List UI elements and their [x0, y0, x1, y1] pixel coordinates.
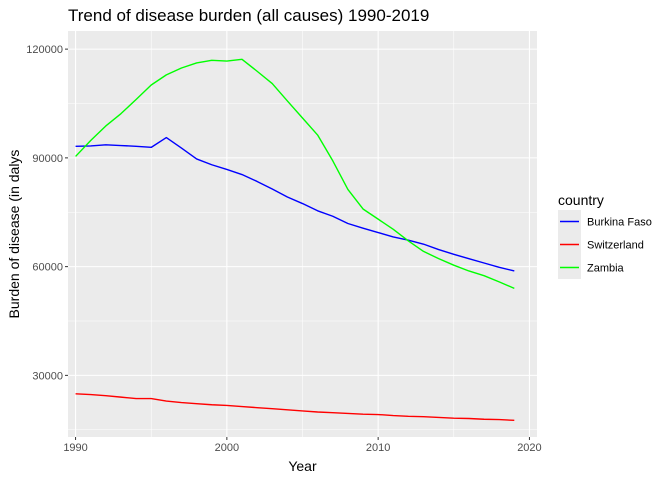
legend: country Burkina Faso Switzerland Zambia [558, 192, 652, 279]
series-lines [75, 58, 515, 422]
chart-title: Trend of disease burden (all causes) 199… [68, 6, 429, 25]
y-tick-label: 60000 [32, 262, 63, 274]
x-axis-title: Year [288, 458, 317, 474]
x-tick-label: 1990 [63, 442, 87, 454]
legend-label-burkina-faso: Burkina Faso [587, 217, 652, 229]
x-axis: 1990 2000 2010 2020 [63, 437, 542, 454]
series-line-burkina-faso [75, 136, 515, 272]
major-gridlines [68, 31, 537, 437]
series-line-switzerland [75, 393, 515, 422]
y-tick-label: 30000 [32, 370, 63, 382]
x-tick-label: 2020 [517, 442, 541, 454]
x-tick-label: 2010 [366, 442, 390, 454]
x-tick-label: 2000 [215, 442, 239, 454]
y-axis: 30000 60000 90000 120000 [26, 44, 68, 382]
y-axis-title: Burden of disease (in dalys [6, 150, 22, 319]
y-tick-label: 120000 [26, 44, 63, 56]
series-line-zambia [75, 58, 515, 290]
legend-label-switzerland: Switzerland [587, 240, 644, 252]
legend-title: country [558, 192, 604, 208]
minor-gridlines [68, 31, 537, 437]
legend-label-zambia: Zambia [587, 263, 625, 275]
y-tick-label: 90000 [32, 153, 63, 165]
